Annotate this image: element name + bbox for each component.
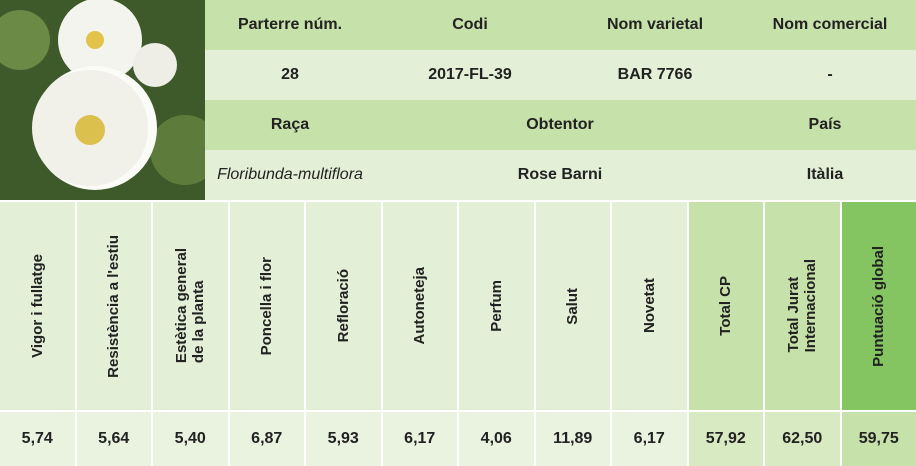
rose-photo	[0, 0, 205, 200]
score-header-cell: Total Jurat Internacional	[765, 202, 840, 410]
score-column: Salut 11,89	[536, 202, 611, 466]
score-value: 6,17	[383, 412, 458, 466]
score-value: 62,50	[765, 412, 840, 466]
page: Parterre núm. Codi Nom varietal Nom come…	[0, 0, 916, 466]
score-header-cell: Novetat	[612, 202, 687, 410]
score-header-cell: Poncella i flor	[230, 202, 305, 410]
score-value: 59,75	[842, 412, 916, 466]
header-value: -	[827, 66, 832, 84]
score-header-cell: Perfum	[459, 202, 534, 410]
score-value: 5,64	[77, 412, 152, 466]
score-column: Total Jurat Internacional 62,50	[765, 202, 840, 466]
score-value: 57,92	[689, 412, 764, 466]
score-header: Resistència a l'estiu	[105, 235, 122, 378]
header-value: Floribunda-multiflora	[217, 166, 363, 184]
header-value: Rose Barni	[518, 166, 602, 184]
score-header: Vigor i fullatge	[29, 254, 46, 358]
score-column: Vigor i fullatge 5,74	[0, 202, 75, 466]
score-header: Estètica general de la planta	[173, 248, 207, 363]
header-label: Raça	[271, 116, 309, 134]
score-column: Estètica general de la planta 5,40	[153, 202, 228, 466]
header-label: Obtentor	[526, 116, 594, 134]
score-header-cell: Puntuació global	[842, 202, 916, 410]
header-label: Parterre núm.	[238, 16, 342, 34]
score-header: Puntuació global	[870, 246, 887, 367]
score-header-cell: Total CP	[689, 202, 764, 410]
score-header: Poncella i flor	[258, 257, 275, 355]
score-header-cell: Autoneteja	[383, 202, 458, 410]
score-header-cell: Resistència a l'estiu	[77, 202, 152, 410]
header-value: BAR 7766	[618, 66, 693, 84]
value-row: 28 2017-FL-39 BAR 7766 -	[205, 50, 916, 100]
score-value: 6,17	[612, 412, 687, 466]
score-header-cell: Estètica general de la planta	[153, 202, 228, 410]
header-label: Nom comercial	[773, 16, 888, 34]
header-value: 28	[281, 66, 299, 84]
score-header-cell: Vigor i fullatge	[0, 202, 75, 410]
score-value: 4,06	[459, 412, 534, 466]
score-header: Novetat	[641, 278, 658, 333]
score-column: Novetat 6,17	[612, 202, 687, 466]
header-label: País	[809, 116, 842, 134]
header-value: Itàlia	[807, 166, 843, 184]
score-value: 5,93	[306, 412, 381, 466]
header-row: Raça Obtentor País	[205, 100, 916, 150]
score-column: Poncella i flor 6,87	[230, 202, 305, 466]
score-header-cell: Salut	[536, 202, 611, 410]
score-header: Total Jurat Internacional	[785, 259, 819, 352]
value-row: Floribunda-multiflora Rose Barni Itàlia	[205, 150, 916, 200]
score-column: Perfum 4,06	[459, 202, 534, 466]
score-header-cell: Refloració	[306, 202, 381, 410]
score-header: Refloració	[335, 269, 352, 342]
score-column: Autoneteja 6,17	[383, 202, 458, 466]
score-header: Autoneteja	[411, 267, 428, 345]
score-value: 5,40	[153, 412, 228, 466]
header-label: Nom varietal	[607, 16, 703, 34]
score-column: Refloració 5,93	[306, 202, 381, 466]
score-value: 11,89	[536, 412, 611, 466]
header-label: Codi	[452, 16, 488, 34]
score-value: 6,87	[230, 412, 305, 466]
score-column: Puntuació global 59,75	[842, 202, 916, 466]
header-row: Parterre núm. Codi Nom varietal Nom come…	[205, 0, 916, 50]
score-column: Resistència a l'estiu 5,64	[77, 202, 152, 466]
score-column: Total CP 57,92	[689, 202, 764, 466]
score-header: Perfum	[488, 280, 505, 332]
score-header: Total CP	[717, 276, 734, 336]
score-header: Salut	[564, 288, 581, 325]
score-value: 5,74	[0, 412, 75, 466]
header-value: 2017-FL-39	[428, 66, 512, 84]
